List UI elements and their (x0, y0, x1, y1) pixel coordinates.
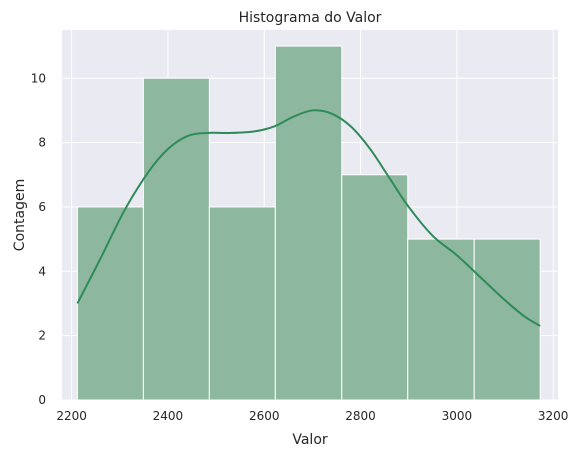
chart-title: Histograma do Valor (239, 10, 382, 26)
y-axis-label: Contagem (12, 179, 28, 251)
y-tick-label: 8 (38, 136, 46, 150)
y-tick-label: 4 (38, 264, 46, 278)
histogram-bar-5 (341, 174, 409, 401)
x-tick-label: 3200 (538, 409, 569, 423)
kde-curve (76, 109, 541, 327)
x-tick-label: 2200 (56, 409, 87, 423)
histogram-bar-4 (274, 45, 343, 401)
x-axis-label: Valor (292, 432, 328, 448)
histogram-bar-2 (142, 77, 210, 401)
y-tick-label: 10 (31, 71, 46, 85)
histogram-bars (76, 45, 541, 401)
histogram-bar-1 (76, 206, 144, 401)
x-tick-label: 2600 (249, 409, 280, 423)
y-tick-label: 6 (38, 200, 46, 214)
histogram-bar-6 (407, 238, 475, 401)
histogram-bar-3 (208, 206, 276, 401)
x-tick-label: 3000 (442, 409, 473, 423)
x-tick-label: 2800 (345, 409, 376, 423)
y-axis-ticks: 0 2 4 6 8 10 (31, 71, 46, 407)
x-axis-ticks: 2200 2400 2600 2800 3000 3200 (56, 409, 568, 423)
y-tick-label: 0 (38, 393, 46, 407)
y-tick-label: 2 (38, 329, 46, 343)
x-tick-label: 2400 (153, 409, 184, 423)
